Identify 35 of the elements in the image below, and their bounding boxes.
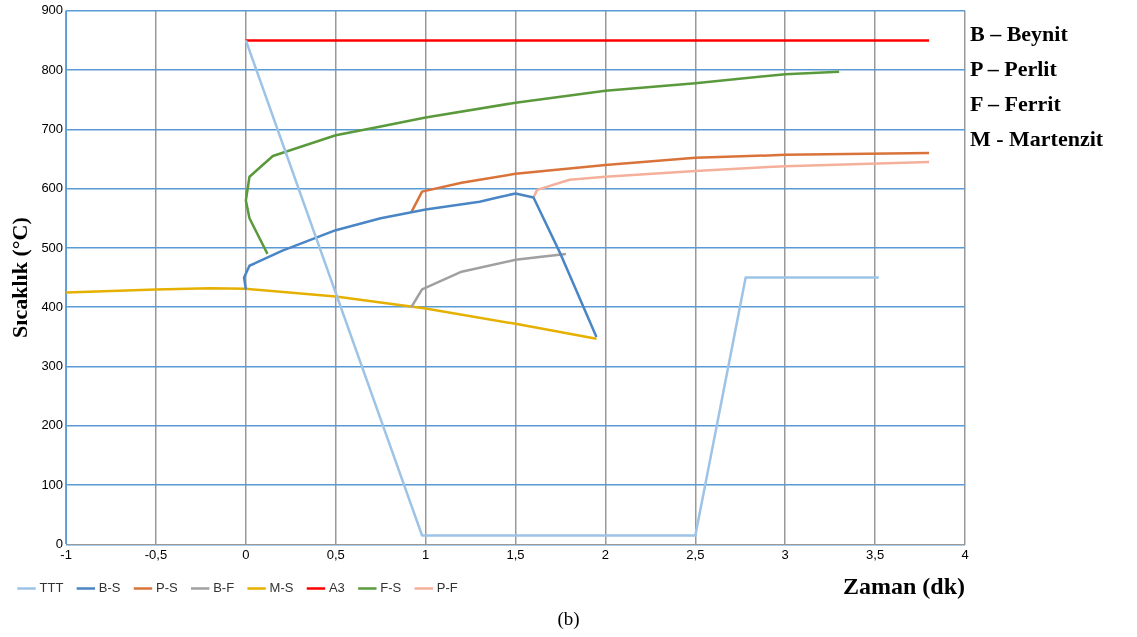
y-tick-label: 0 (55, 535, 64, 551)
y-axis-title: Sıcaklık (°C) (6, 217, 32, 338)
x-tick-label: 2 (601, 546, 610, 562)
y-tick-label: 200 (41, 417, 64, 433)
y-tick-label: 700 (41, 120, 64, 136)
legend-label: B-F (213, 580, 235, 596)
text: (b) (556, 608, 581, 630)
y-tick-label: 300 (41, 358, 64, 374)
x-tick-label: 4 (961, 546, 969, 562)
text: P – Perlit (970, 55, 1058, 83)
x-tick-label: 0,5 (326, 546, 345, 562)
legend-label: A3 (328, 580, 345, 596)
x-tick-label: 3 (781, 546, 789, 562)
y-tick-label: 600 (41, 180, 64, 196)
x-tick-label: 1 (422, 546, 430, 562)
x-tick-label: -0,5 (144, 546, 168, 562)
x-tick-label: 0 (242, 546, 250, 562)
legend-label: F-S (380, 580, 402, 596)
y-tick-label: 900 (41, 2, 64, 18)
x-tick-label: 2,5 (686, 546, 705, 562)
text: B – Beynit (970, 20, 1069, 48)
x-tick-label: 1,5 (506, 546, 525, 562)
y-tick-label: 500 (41, 239, 64, 255)
legend-label: TTT (39, 580, 64, 596)
x-axis-title: Zaman (dk) (842, 572, 965, 599)
legend-label: P-S (155, 580, 178, 596)
legend-label: B-S (98, 580, 121, 596)
text: F – Ferrit (970, 90, 1062, 118)
legend-label: M-S (269, 580, 294, 596)
legend-label: P-F (436, 580, 458, 596)
y-tick-label: 100 (41, 476, 64, 492)
text: M - Martenzit (970, 125, 1104, 153)
y-tick-label: 400 (41, 298, 64, 314)
y-tick-label: 800 (41, 61, 64, 77)
x-tick-label: 3,5 (866, 546, 885, 562)
